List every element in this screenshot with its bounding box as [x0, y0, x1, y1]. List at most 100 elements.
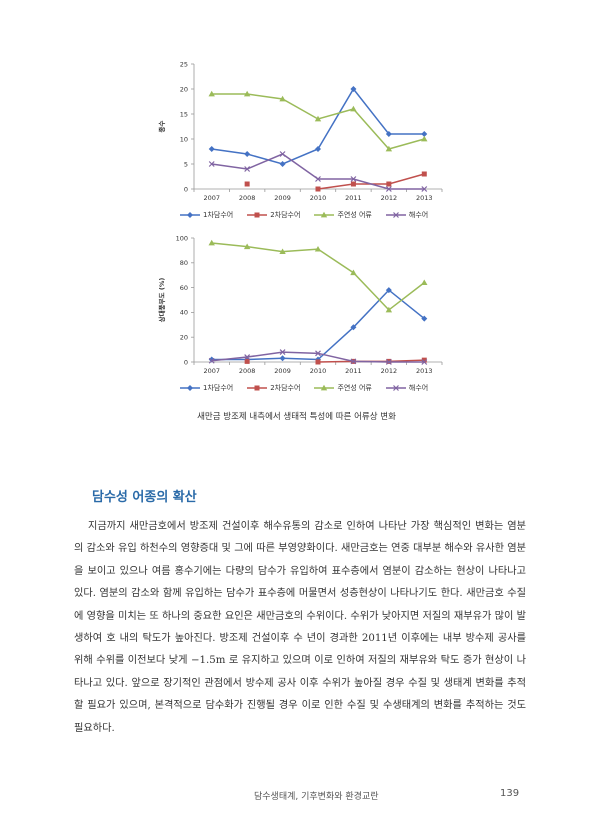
- data-point: [421, 315, 428, 322]
- legend-marker: [187, 212, 193, 218]
- x-tick-label: 2009: [274, 194, 291, 202]
- data-point: [315, 359, 321, 365]
- data-point: [350, 358, 357, 365]
- x-tick-label: 2012: [381, 194, 398, 202]
- x-tick-label: 2008: [239, 367, 256, 375]
- data-point: [350, 324, 357, 331]
- series-line: [317, 173, 425, 190]
- data-point: [385, 287, 392, 294]
- page-number: 139: [500, 788, 520, 799]
- legend-label: 2차담수어: [270, 384, 301, 392]
- legend-marker: [321, 211, 328, 218]
- data-point: [421, 357, 427, 363]
- x-tick-label: 2007: [203, 194, 220, 202]
- legend-swatch: [385, 385, 406, 391]
- footer-title: 담수생태계, 기후변화와 환경교란: [254, 792, 379, 802]
- data-point: [279, 151, 286, 157]
- data-point: [315, 350, 321, 357]
- x-tick-label: 2010: [310, 367, 327, 375]
- data-point: [421, 135, 428, 142]
- data-point: [244, 354, 251, 360]
- legend-item: 주연성 어류: [314, 210, 372, 220]
- data-point: [279, 161, 286, 167]
- x-tick-label: 2008: [239, 194, 256, 202]
- legend-item: 2차담수어: [247, 383, 300, 393]
- relative-abundance-chart: 상대풍부도 (%) 0 20 40 60 80 100 2007 2008 2009 2010 201…: [150, 231, 450, 406]
- x-tick-label: 2011: [345, 367, 362, 375]
- legend-label: 1차담수어: [203, 384, 234, 392]
- series-1: [208, 86, 428, 167]
- data-point: [350, 105, 357, 112]
- y-tick-label: 40: [180, 309, 188, 317]
- x-tick-label: 2011: [345, 194, 362, 202]
- data-point: [350, 181, 356, 187]
- series-1: [208, 287, 428, 363]
- data-point: [208, 146, 215, 152]
- data-point: [421, 359, 428, 365]
- data-point: [244, 151, 251, 157]
- y-tick-label: 5: [184, 160, 188, 168]
- legend-item: 1차담수어: [180, 210, 233, 220]
- section-heading: 담수성 어종의 확산: [92, 490, 197, 505]
- data-point: [386, 181, 392, 187]
- legend-swatch: [385, 212, 406, 218]
- y-tick-label: 15: [180, 110, 188, 118]
- legend-marker: [254, 385, 260, 391]
- legend-swatch: [180, 385, 200, 391]
- data-point: [421, 186, 428, 192]
- x-tick-label: 2013: [416, 194, 433, 202]
- legend-swatch: [247, 212, 268, 218]
- data-point: [421, 131, 428, 137]
- y-tick-label: 0: [184, 185, 188, 193]
- legend-label: 해수어: [408, 211, 429, 219]
- legend-swatch: [180, 212, 200, 218]
- species-count-chart-svg: 종수 0 5 10 15 20 25 2007 2008 2009 2010 2011 2012 2013: [158, 60, 443, 202]
- data-point: [385, 131, 392, 137]
- legend-swatch: [247, 385, 268, 391]
- legend-label: 2차담수어: [270, 211, 301, 219]
- data-point: [243, 243, 251, 250]
- series-3: [208, 239, 428, 313]
- legend-label: 1차담수어: [203, 211, 234, 219]
- relative-abundance-chart-svg: 상대풍부도 (%) 0 20 40 60 80 100 2007 2008 2009 2010 201…: [157, 234, 443, 375]
- data-point: [385, 306, 393, 313]
- data-point: [385, 145, 393, 152]
- y-tick-label: 25: [180, 60, 188, 68]
- data-point: [314, 115, 322, 122]
- series-4: [208, 151, 428, 192]
- y-tick-label: 0: [184, 358, 188, 366]
- data-point: [244, 166, 251, 172]
- series-4: [208, 349, 428, 365]
- y-tick-label: 10: [180, 135, 188, 143]
- data-point: [244, 181, 250, 187]
- data-point: [208, 357, 215, 364]
- legend-item: 해수어: [385, 210, 429, 220]
- x-tick-label: 2010: [310, 194, 327, 202]
- data-point: [279, 248, 286, 255]
- data-point: [315, 186, 321, 192]
- data-point: [279, 355, 286, 362]
- data-point: [243, 90, 251, 97]
- y-axis-label: 종수: [158, 121, 166, 133]
- y-axis-label: 상대풍부도 (%): [157, 278, 166, 323]
- legend-marker: [392, 212, 399, 218]
- x-tick-label: 2007: [203, 367, 220, 375]
- data-point: [385, 359, 392, 365]
- data-point: [385, 186, 392, 192]
- data-point: [208, 239, 215, 246]
- y-tick-label: 60: [180, 284, 188, 292]
- figure-caption: 새만금 방조제 내측에서 생태적 특성에 따른 어류상 변화: [197, 412, 396, 422]
- body-paragraph-text: 지금까지 새만금호에서 방조제 건설이후 해수유통의 감소로 인하여 나타난 가…: [74, 521, 526, 734]
- body-paragraph: 지금까지 새만금호에서 방조제 건설이후 해수유통의 감소로 인하여 나타난 가…: [74, 516, 526, 740]
- data-point: [314, 245, 322, 252]
- data-point: [315, 146, 321, 152]
- x-tick-label: 2009: [274, 367, 291, 375]
- data-point: [279, 349, 286, 356]
- data-point: [350, 86, 357, 92]
- legend-item: 2차담수어: [247, 210, 300, 220]
- legend-label: 주연성 어류: [337, 384, 372, 392]
- y-tick-label: 20: [180, 334, 188, 342]
- series-line: [211, 87, 425, 165]
- data-point: [208, 161, 215, 167]
- legend-marker: [392, 385, 399, 391]
